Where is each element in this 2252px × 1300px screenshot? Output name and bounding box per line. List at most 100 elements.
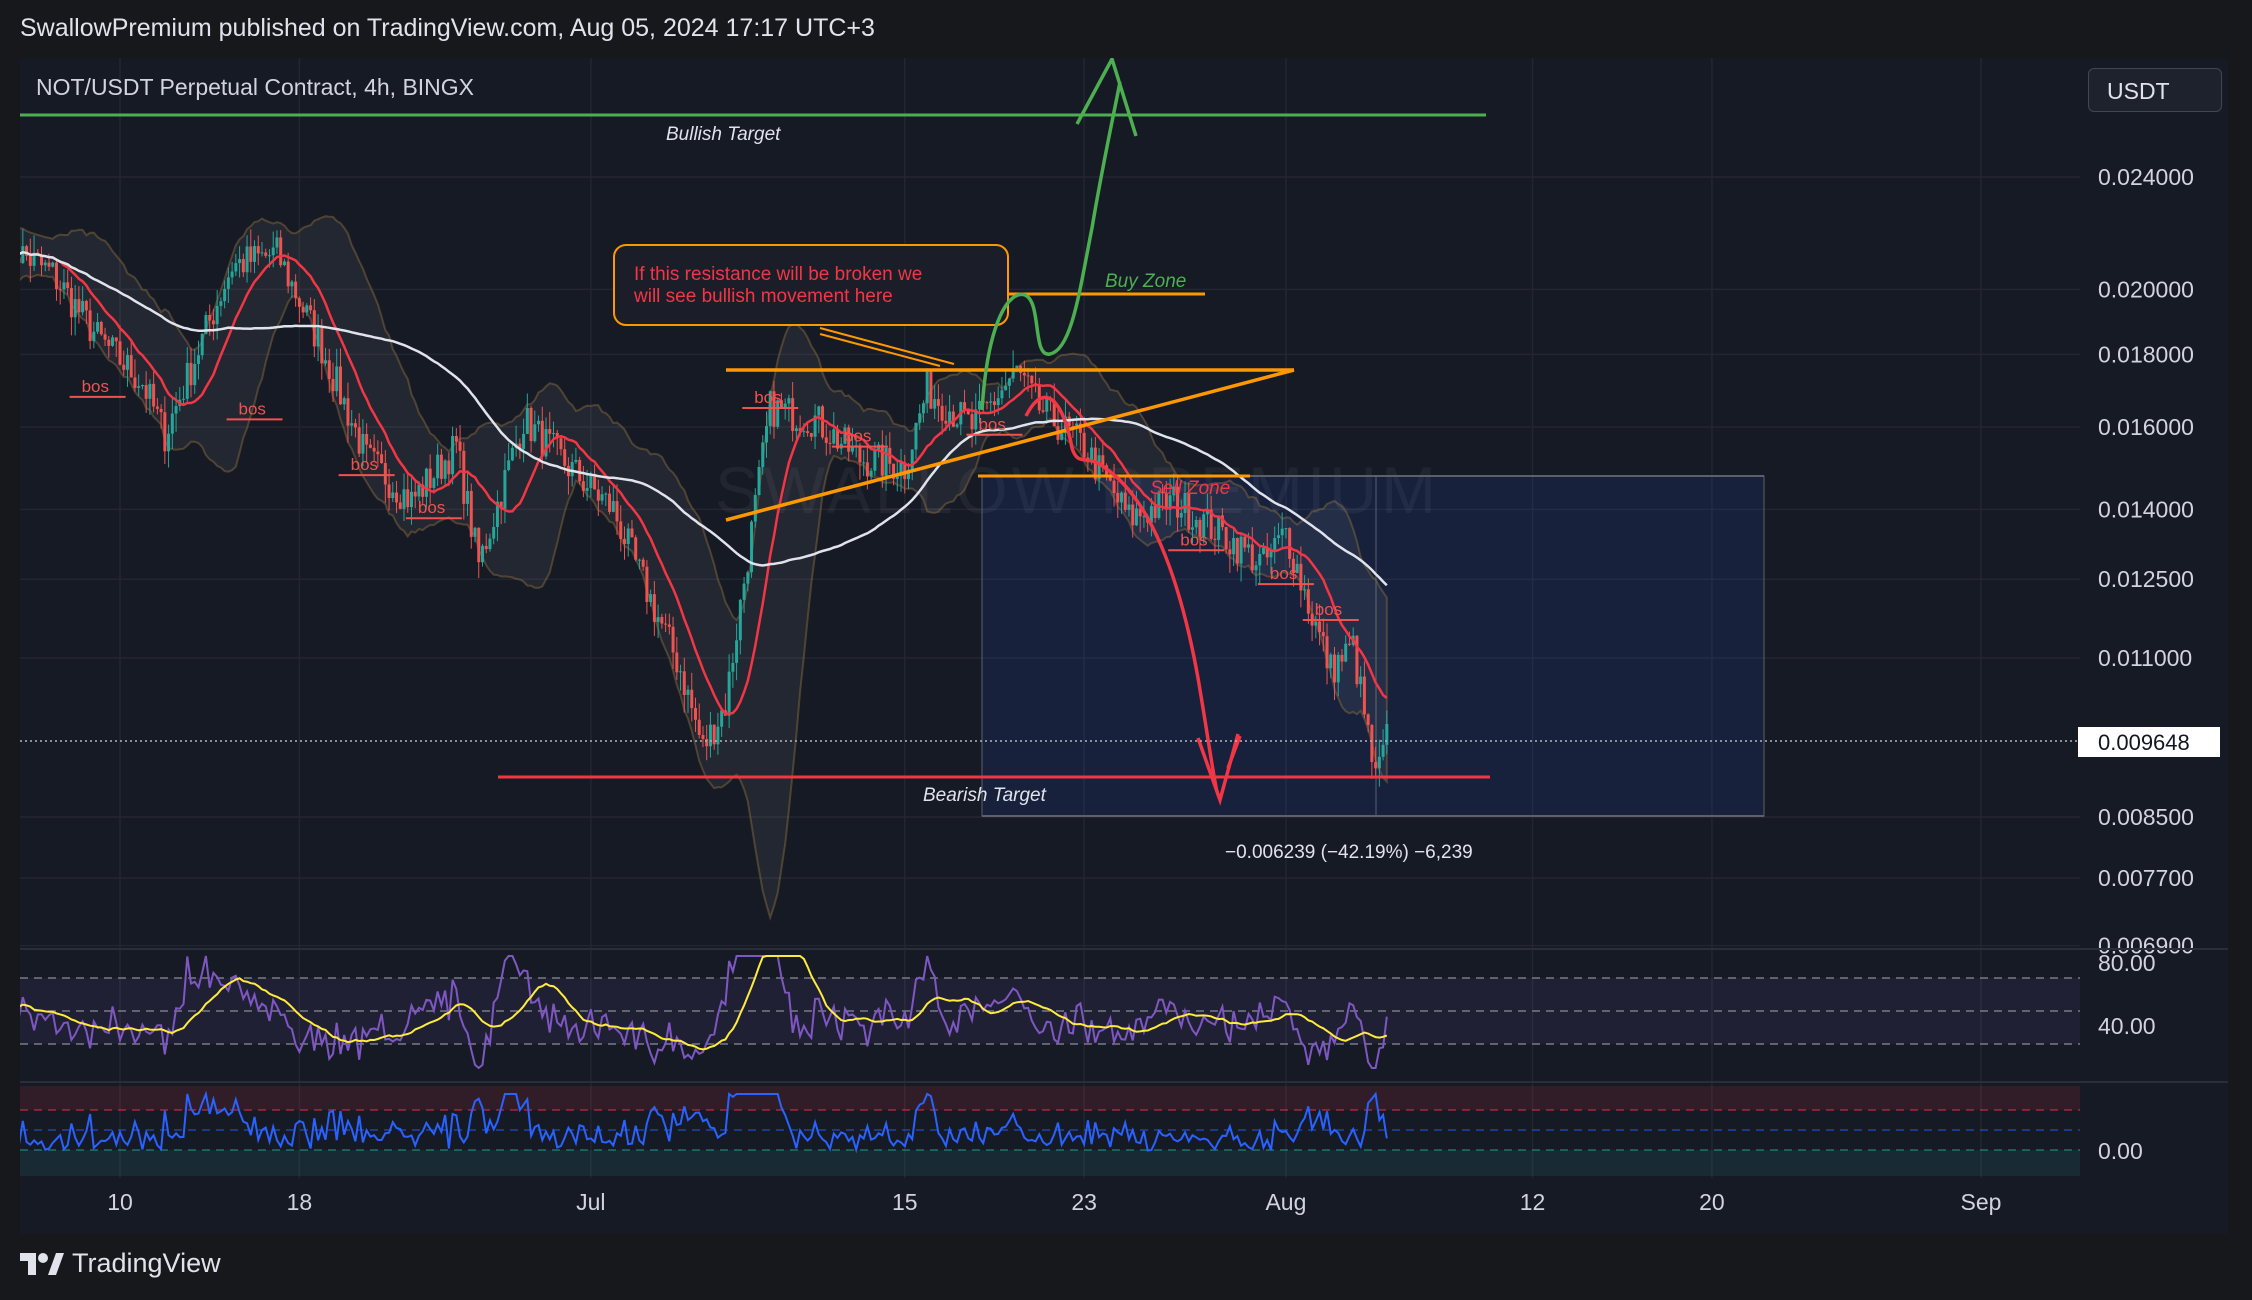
- rsi-tick-label: 40.00: [2098, 1013, 2156, 1039]
- candle-body: [92, 331, 96, 342]
- callout-line-1: If this resistance will be broken we: [634, 264, 922, 285]
- triangle-upper[interactable]: [725, 368, 1295, 522]
- bullish-arrow-head: [1075, 58, 1138, 137]
- measure-label: −0.006239 (−42.19%) −6,239: [1225, 842, 1473, 863]
- candle-body: [387, 484, 391, 498]
- bos-label: bos: [754, 388, 781, 407]
- time-axis[interactable]: 10 18 Jul 15 23 Aug 12 20 Sep: [107, 1189, 2001, 1215]
- candle-body: [1344, 643, 1348, 662]
- candle-body: [783, 403, 787, 408]
- bearish-scenario-path[interactable]: [1024, 395, 1222, 800]
- candle-body: [454, 435, 458, 442]
- candle-body: [1280, 528, 1284, 536]
- candle-body: [211, 320, 215, 325]
- candle-body: [69, 288, 73, 318]
- price-tick-label: 0.007700: [2098, 865, 2194, 891]
- candle-body: [1134, 508, 1138, 526]
- currency-button[interactable]: USDT: [2088, 68, 2222, 112]
- candle-body: [1318, 621, 1322, 633]
- price-tick-label: 0.012500: [2098, 566, 2194, 592]
- candle-body: [764, 426, 768, 443]
- candle-body: [409, 491, 413, 508]
- candle-body: [963, 402, 967, 411]
- candle-body: [77, 299, 81, 313]
- candle-body: [626, 528, 630, 544]
- candle-body: [1220, 515, 1224, 528]
- candle-body: [1202, 514, 1206, 537]
- candle-body: [604, 493, 608, 495]
- publisher-line: SwallowPremium published on TradingView.…: [20, 14, 875, 42]
- candle-body: [54, 262, 58, 290]
- candle-body: [1276, 535, 1280, 538]
- chart-canvas[interactable]: SWALLOW PREMIUM bosbosbosbosbosbosbosbos…: [20, 58, 2228, 1234]
- tradingview-logo[interactable]: TradingView: [20, 1248, 221, 1279]
- candle-body: [223, 288, 227, 302]
- candle-body: [286, 261, 290, 287]
- candle-body: [170, 413, 174, 434]
- oscillator-pane[interactable]: 0.00: [20, 1086, 2143, 1176]
- symbol-title[interactable]: NOT/USDT Perpetual Contract, 4h, BINGX: [36, 74, 475, 100]
- candle-body: [253, 246, 257, 262]
- candle-body: [884, 447, 888, 476]
- candle-body: [1176, 486, 1180, 518]
- candle-body: [1082, 432, 1086, 458]
- candle-body: [750, 521, 754, 573]
- candle-body: [1045, 397, 1049, 412]
- candle-body: [671, 626, 675, 653]
- candle-body: [637, 559, 641, 561]
- candle-body: [574, 459, 578, 462]
- candle-body: [1194, 519, 1198, 528]
- candle-body: [1239, 536, 1243, 564]
- tradingview-logo-text: TradingView: [72, 1248, 221, 1278]
- candle-body: [66, 282, 70, 289]
- price-tick-label: 0.018000: [2098, 341, 2194, 367]
- candle-body: [245, 246, 249, 273]
- candle-body: [1340, 654, 1344, 662]
- candle-body: [282, 261, 286, 266]
- candle-body: [73, 299, 77, 318]
- time-tick-label: 12: [1520, 1189, 1546, 1215]
- candle-body: [1336, 654, 1340, 683]
- bullish-scenario-path[interactable]: [980, 81, 1122, 411]
- candle-body: [312, 310, 316, 347]
- candle-body: [413, 491, 417, 497]
- chart-area[interactable]: SWALLOW PREMIUM bos bos bos bos bos bos bos bos…: [20, 58, 2228, 1234]
- candle-body: [28, 255, 32, 266]
- candle-body: [828, 442, 832, 444]
- candle-body: [1108, 477, 1112, 481]
- time-tick-label: Sep: [1961, 1189, 2002, 1215]
- candle-body: [484, 545, 488, 550]
- candle-body: [1247, 544, 1251, 548]
- bullish-target-label: Bullish Target: [666, 124, 781, 145]
- candle-body: [1138, 508, 1142, 517]
- time-tick-label: 20: [1699, 1189, 1725, 1215]
- candle-body: [309, 305, 313, 311]
- candle-body: [1355, 635, 1359, 685]
- candle-body: [690, 689, 694, 709]
- candle-body: [480, 545, 484, 563]
- candle-body: [62, 282, 66, 290]
- candle-body: [1273, 537, 1277, 551]
- candle-body: [350, 423, 354, 426]
- candle-body: [58, 289, 62, 291]
- candle-body: [925, 371, 929, 404]
- candle-body: [533, 424, 537, 442]
- candle-body: [1022, 372, 1026, 376]
- price-axis[interactable]: 0.024000 0.020000 0.018000 0.016000 0.014000…: [2098, 164, 2194, 959]
- candle-body: [1164, 493, 1168, 510]
- candle-body: [361, 433, 365, 454]
- candle-body: [742, 583, 746, 600]
- callout-box[interactable]: [613, 244, 1009, 326]
- candle-body: [1041, 410, 1045, 412]
- candle-body: [537, 420, 541, 425]
- candle-body: [705, 738, 709, 747]
- candle-body: [279, 237, 283, 266]
- candle-body: [1359, 676, 1363, 685]
- candle-body: [155, 406, 159, 409]
- candle-body: [1000, 390, 1004, 399]
- rsi-pane[interactable]: 80.00 40.00: [20, 950, 2156, 1070]
- candle-body: [122, 364, 126, 370]
- candle-body: [1030, 375, 1034, 384]
- candle-body: [1250, 544, 1254, 571]
- candle-body: [1161, 491, 1165, 494]
